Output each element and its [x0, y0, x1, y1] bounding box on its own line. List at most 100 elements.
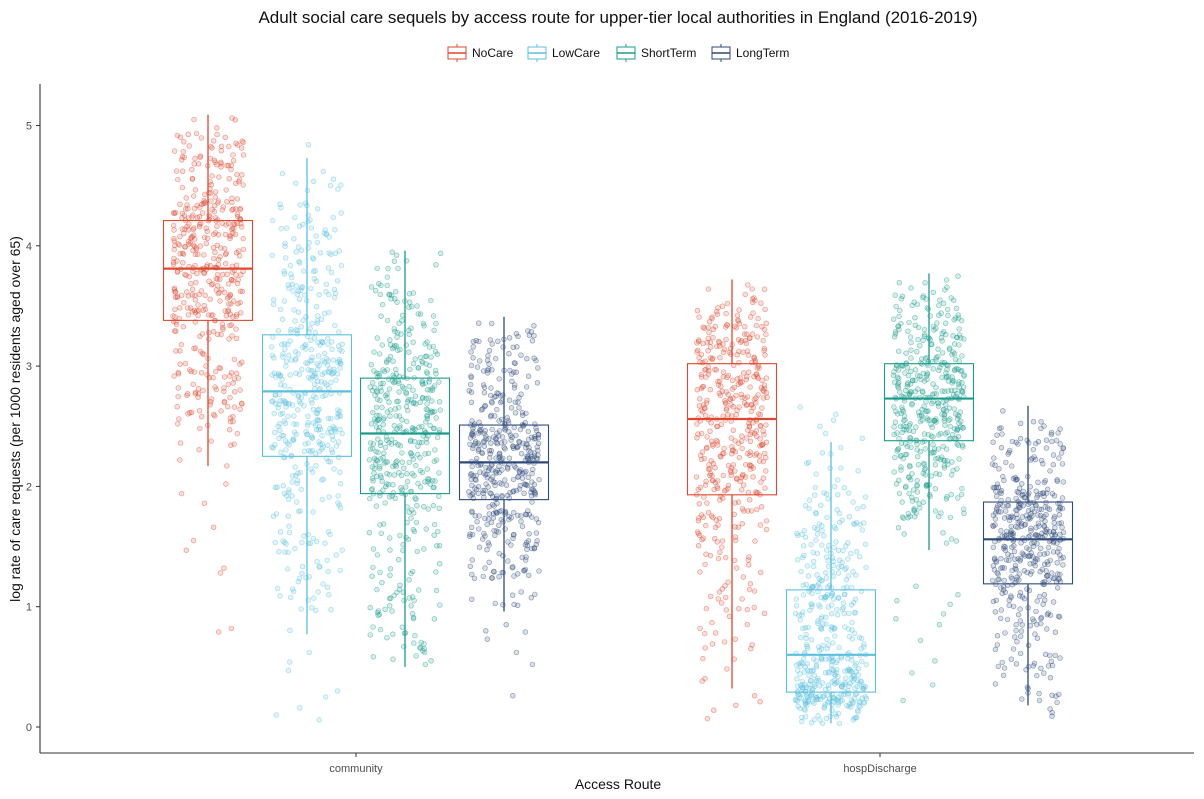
data-point — [835, 547, 842, 553]
data-point — [890, 316, 897, 322]
data-point — [218, 148, 225, 154]
data-point — [195, 312, 201, 319]
data-point — [328, 606, 334, 613]
data-point — [384, 282, 390, 289]
data-point — [697, 484, 703, 491]
data-point — [999, 659, 1005, 666]
data-point — [995, 663, 1001, 670]
data-point — [237, 217, 244, 223]
data-point — [374, 458, 380, 464]
data-point — [912, 315, 918, 321]
data-point — [222, 245, 228, 252]
data-point — [210, 312, 216, 318]
data-point — [953, 366, 960, 372]
data-point — [366, 457, 373, 463]
data-point — [233, 272, 239, 278]
data-point — [534, 380, 541, 386]
data-point — [305, 142, 312, 148]
data-point — [744, 348, 751, 354]
data-point — [228, 322, 235, 328]
data-point — [436, 379, 442, 385]
data-point — [715, 378, 721, 385]
data-point — [222, 231, 229, 238]
data-point — [819, 680, 826, 686]
data-point — [237, 406, 243, 412]
data-point — [728, 472, 734, 478]
data-point — [733, 702, 739, 708]
data-point — [435, 528, 441, 535]
data-point — [839, 559, 845, 566]
data-point — [920, 470, 926, 476]
data-point — [482, 565, 488, 571]
data-point — [806, 497, 813, 503]
data-point — [1047, 612, 1054, 618]
data-point — [191, 161, 197, 167]
data-point — [421, 504, 427, 510]
data-point — [832, 633, 838, 639]
data-point — [470, 473, 476, 479]
data-point — [326, 234, 332, 240]
data-point — [850, 499, 856, 505]
data-point — [524, 542, 531, 549]
data-point — [933, 357, 939, 363]
data-point — [716, 339, 722, 346]
data-point — [828, 662, 835, 668]
data-point — [309, 604, 315, 611]
data-point — [712, 524, 719, 531]
data-point — [408, 515, 414, 521]
data-point — [331, 366, 337, 372]
data-point — [518, 518, 524, 525]
data-point — [329, 449, 336, 455]
data-point — [192, 390, 199, 397]
data-point — [193, 130, 200, 137]
data-point — [941, 406, 947, 413]
data-point — [1009, 544, 1015, 550]
data-point — [413, 653, 419, 659]
y-tick-label: 4 — [26, 241, 32, 253]
data-point — [693, 474, 700, 480]
data-point — [390, 631, 396, 637]
data-point — [316, 363, 322, 369]
data-point — [433, 371, 439, 377]
data-point — [936, 432, 942, 438]
data-point — [810, 563, 817, 570]
data-point — [990, 522, 996, 529]
data-point — [183, 272, 189, 279]
data-point — [215, 290, 222, 297]
data-point — [513, 649, 520, 656]
data-point — [828, 610, 835, 617]
data-point — [322, 350, 328, 356]
data-point — [712, 465, 718, 471]
data-point — [336, 502, 342, 508]
data-point — [953, 538, 960, 544]
data-point — [382, 500, 388, 506]
data-point — [214, 131, 220, 138]
data-point — [294, 499, 300, 505]
legend-item-ShortTerm: ShortTerm — [616, 44, 696, 62]
data-point — [709, 315, 715, 322]
data-point — [321, 310, 328, 317]
data-point — [416, 587, 422, 593]
data-point — [714, 478, 721, 484]
data-point — [225, 381, 232, 388]
data-point — [832, 625, 838, 631]
data-point — [387, 572, 393, 578]
data-point — [192, 251, 199, 258]
data-point — [316, 717, 322, 723]
data-point — [908, 355, 914, 361]
data-point — [856, 634, 863, 641]
data-point — [278, 382, 284, 388]
data-point — [496, 376, 502, 382]
data-point — [409, 303, 415, 310]
data-point — [374, 552, 381, 558]
data-point — [1013, 661, 1020, 667]
data-point — [813, 511, 819, 517]
data-point — [233, 335, 240, 341]
data-point — [748, 508, 755, 514]
data-point — [1000, 408, 1006, 414]
data-point — [313, 607, 319, 614]
data-point — [714, 439, 721, 445]
data-point — [328, 269, 335, 276]
data-point — [325, 341, 331, 348]
data-point — [468, 362, 475, 369]
